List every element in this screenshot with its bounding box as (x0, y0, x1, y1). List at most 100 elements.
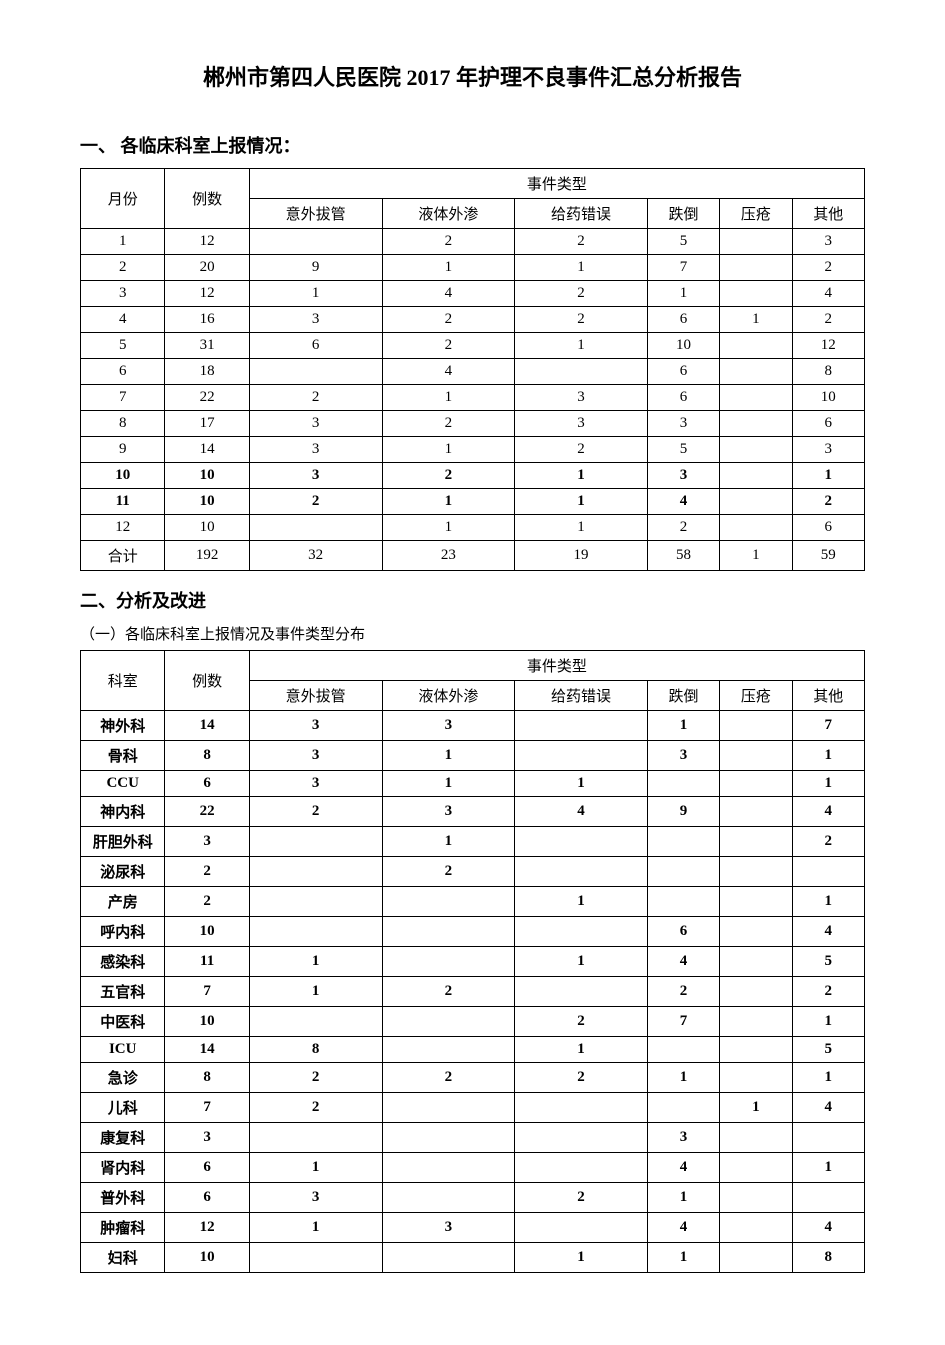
table-cell: 1 (515, 489, 648, 515)
table-cell: 7 (647, 255, 719, 281)
table-cell: 2 (515, 281, 648, 307)
table-cell: 12 (81, 515, 165, 541)
table-cell: 1 (792, 1007, 864, 1037)
table-cell: 2 (792, 827, 864, 857)
table-row: 康复科33 (81, 1123, 865, 1153)
table-cell (720, 947, 792, 977)
table-cell: 1 (515, 515, 648, 541)
table-cell (515, 977, 648, 1007)
table-cell: 6 (249, 333, 382, 359)
table-cell: 普外科 (81, 1183, 165, 1213)
table-cell: 7 (81, 385, 165, 411)
table-row: 618468 (81, 359, 865, 385)
col-header-e2: 压疮 (720, 681, 792, 711)
table-cell: 1 (647, 281, 719, 307)
table-row: ICU14815 (81, 1037, 865, 1063)
table-cell: 2 (792, 489, 864, 515)
table-cell: 1 (792, 1063, 864, 1093)
table-cell: 2 (81, 255, 165, 281)
table-row: 产房211 (81, 887, 865, 917)
table-cell: 4 (382, 281, 515, 307)
table-cell (515, 711, 648, 741)
table-cell: 6 (165, 1183, 249, 1213)
table-cell: 2 (792, 307, 864, 333)
table-cell (720, 229, 792, 255)
table-cell: 1 (382, 515, 515, 541)
table-cell: 10 (165, 1243, 249, 1273)
table-cell (720, 359, 792, 385)
table-cell: 呼内科 (81, 917, 165, 947)
table-cell (720, 281, 792, 307)
section-1-heading: 一、 各临床科室上报情况： (80, 132, 865, 158)
table-cell (515, 857, 648, 887)
table-cell (249, 887, 382, 917)
table-cell (720, 463, 792, 489)
table-cell: 6 (647, 359, 719, 385)
table-cell: 合计 (81, 541, 165, 571)
table-row: 合计19232231958159 (81, 541, 865, 571)
table-cell: 6 (792, 515, 864, 541)
table-cell: 3 (792, 437, 864, 463)
table-cell: 1 (249, 1213, 382, 1243)
table-cell: ICU (81, 1037, 165, 1063)
table-cell: 骨科 (81, 741, 165, 771)
table-cell: 10 (165, 463, 249, 489)
table-cell: 4 (647, 947, 719, 977)
table-cell: 1 (720, 1093, 792, 1123)
table-cell: 2 (515, 437, 648, 463)
col-header-a2: 意外拔管 (249, 681, 382, 711)
table-cell: 3 (249, 411, 382, 437)
table-cell: 31 (165, 333, 249, 359)
table-cell: 2 (382, 333, 515, 359)
table-cell: 1 (647, 1063, 719, 1093)
table-cell: 3 (81, 281, 165, 307)
table-row: 感染科111145 (81, 947, 865, 977)
table-cell: 5 (647, 229, 719, 255)
table-cell: 2 (382, 307, 515, 333)
table-cell: 1 (792, 1153, 864, 1183)
table-cell: 3 (515, 385, 648, 411)
table-cell: 6 (165, 1153, 249, 1183)
col-header-c: 给药错误 (515, 199, 648, 229)
table-cell (382, 1123, 515, 1153)
table-cell: 1 (647, 1183, 719, 1213)
table-cell: 9 (81, 437, 165, 463)
table-cell (720, 771, 792, 797)
table-cell: 2 (647, 515, 719, 541)
table-cell: 2 (165, 857, 249, 887)
table-cell: 五官科 (81, 977, 165, 1007)
table-row: 普外科6321 (81, 1183, 865, 1213)
table-cell (249, 1007, 382, 1037)
table-cell (249, 359, 382, 385)
table-row: 12101126 (81, 515, 865, 541)
table-cell: 肿瘤科 (81, 1213, 165, 1243)
table-cell: 10 (165, 917, 249, 947)
department-table: 科室 例数 事件类型 意外拔管 液体外渗 给药错误 跌倒 压疮 其他 神外科14… (80, 650, 865, 1273)
col-header-c2: 给药错误 (515, 681, 648, 711)
table-cell: 3 (382, 1213, 515, 1243)
table-cell: 2 (165, 887, 249, 917)
table-row: 722213610 (81, 385, 865, 411)
table-cell: 6 (81, 359, 165, 385)
table-cell: 1 (382, 741, 515, 771)
table-cell (720, 515, 792, 541)
col-header-event-type2: 事件类型 (249, 651, 864, 681)
table-cell: 2 (647, 977, 719, 1007)
table-row: 22091172 (81, 255, 865, 281)
table-cell: 192 (165, 541, 249, 571)
table-cell: 58 (647, 541, 719, 571)
table-cell (382, 1243, 515, 1273)
table-cell: 22 (165, 797, 249, 827)
table-cell (720, 1123, 792, 1153)
col-header-b2: 液体外渗 (382, 681, 515, 711)
table-cell: 3 (647, 463, 719, 489)
table-cell: 4 (81, 307, 165, 333)
table-cell: 1 (249, 947, 382, 977)
table-cell: 1 (81, 229, 165, 255)
table-cell: 4 (647, 1213, 719, 1243)
col-header-month: 月份 (81, 169, 165, 229)
table-cell: 4 (792, 917, 864, 947)
table-cell: 2 (249, 1093, 382, 1123)
table-cell: 2 (249, 1063, 382, 1093)
table-cell: 儿科 (81, 1093, 165, 1123)
